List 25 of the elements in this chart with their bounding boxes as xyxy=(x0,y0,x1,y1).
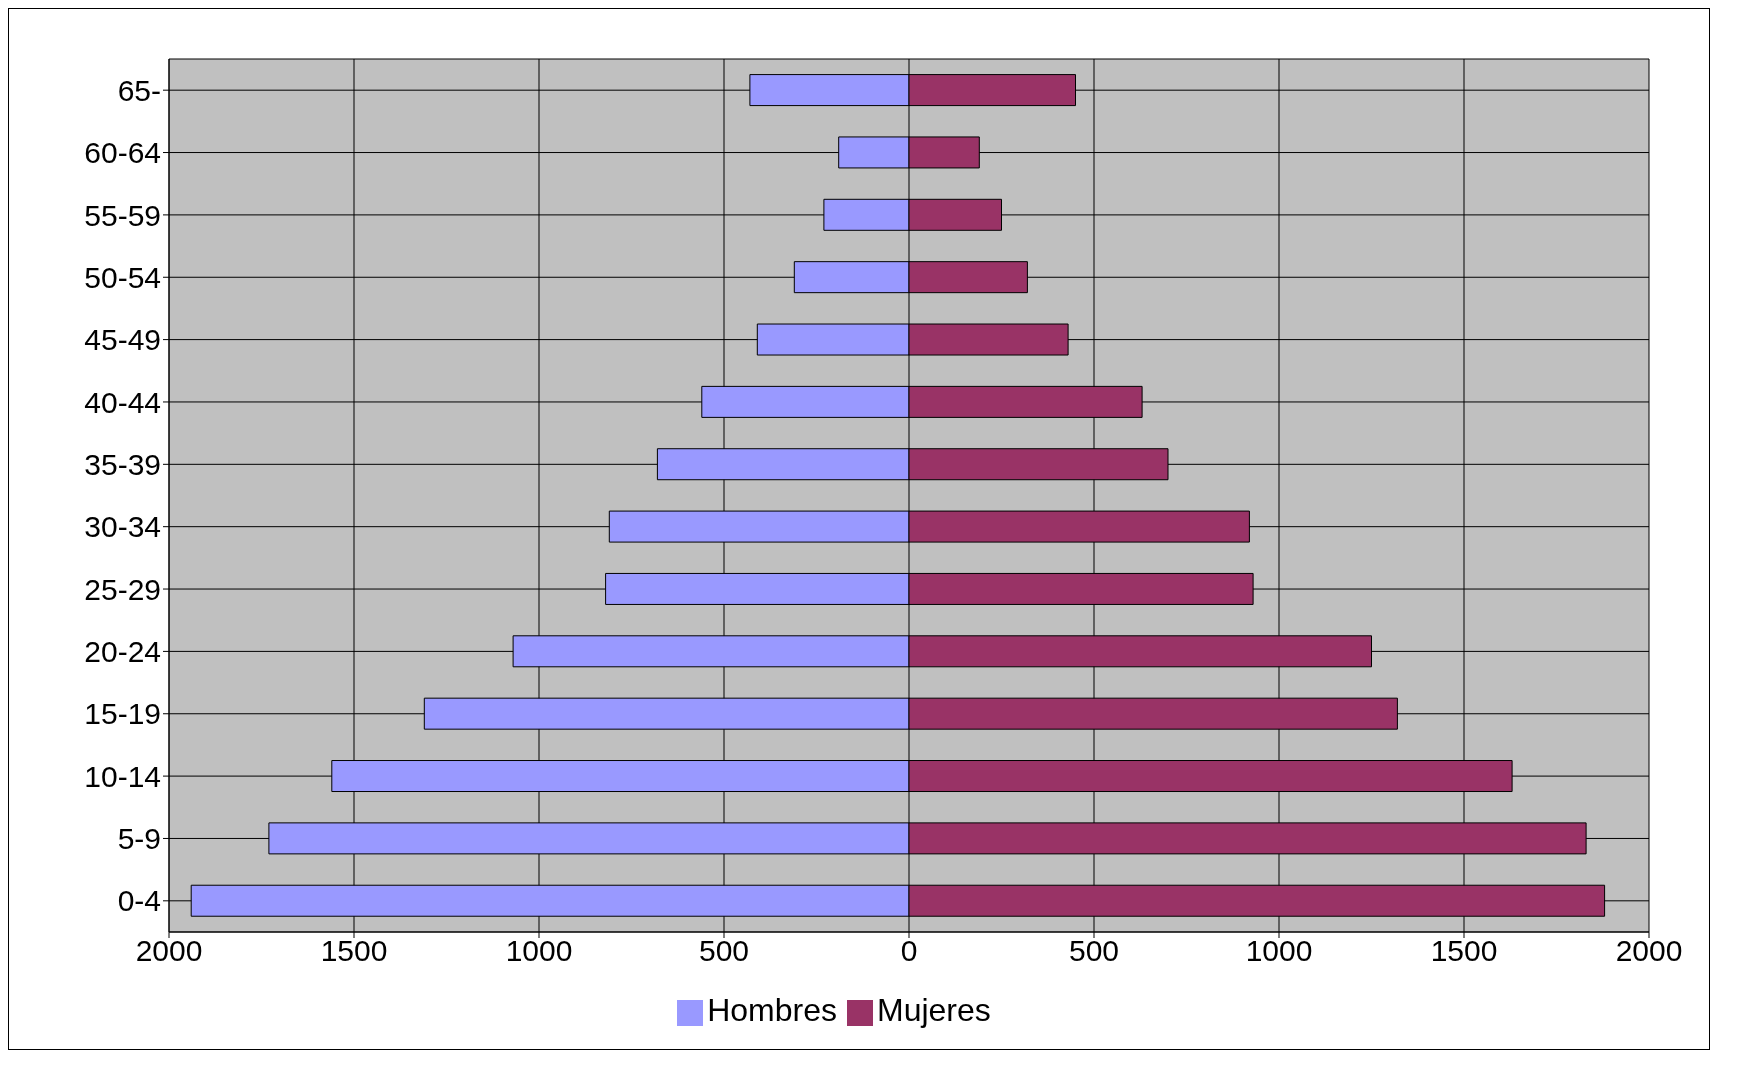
x-tick-label: 2000 xyxy=(135,934,203,968)
x-tick-label: 1000 xyxy=(505,934,573,968)
x-tick-label: 1000 xyxy=(1245,934,1313,968)
x-tick-label: 0 xyxy=(900,934,918,968)
y-tick-label: 40-44 xyxy=(84,385,161,419)
x-tick-label: 1500 xyxy=(320,934,388,968)
y-tick-label: 65- xyxy=(117,73,161,107)
y-tick-label: 0-4 xyxy=(117,884,161,918)
y-tick-label: 35-39 xyxy=(84,447,161,481)
y-tick-label: 20-24 xyxy=(84,635,161,669)
x-tick-label: 500 xyxy=(698,934,750,968)
y-tick-label: 10-14 xyxy=(84,759,161,793)
legend-label: Hombres xyxy=(707,992,837,1028)
y-tick-label: 55-59 xyxy=(84,198,161,232)
x-tick-label: 500 xyxy=(1068,934,1120,968)
x-tick-label: 2000 xyxy=(1615,934,1683,968)
y-tick-label: 5-9 xyxy=(117,822,161,856)
legend-label: Mujeres xyxy=(877,992,991,1028)
y-tick-label: 60-64 xyxy=(84,136,161,170)
y-tick-label: 30-34 xyxy=(84,510,161,544)
y-tick-label: 45-49 xyxy=(84,323,161,357)
y-tick-label: 15-19 xyxy=(84,697,161,731)
x-tick-label: 1500 xyxy=(1430,934,1498,968)
y-tick-label: 50-54 xyxy=(84,260,161,294)
y-tick-label: 25-29 xyxy=(84,572,161,606)
